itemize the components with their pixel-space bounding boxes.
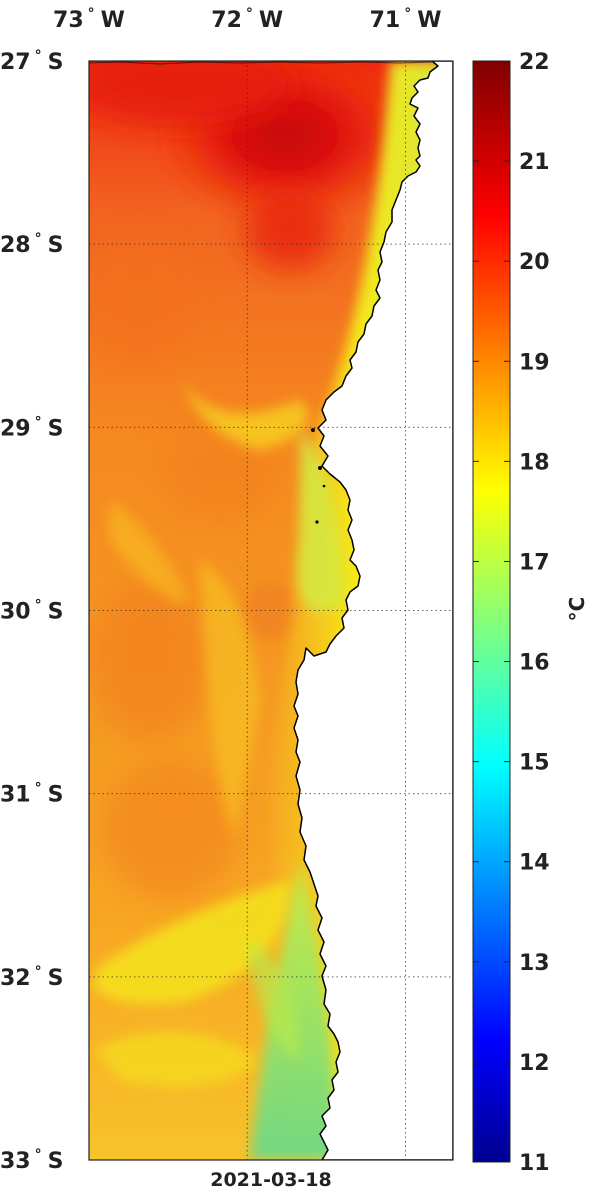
colorbar-ticks: 22 21 20 19 18 17 16 15 14 13 12 11 xyxy=(473,50,550,1176)
island-marker xyxy=(322,484,326,488)
colorbar-unit-label: °C xyxy=(565,597,589,622)
latitude-label: 31 ° S xyxy=(0,781,63,808)
colorbar-scale xyxy=(472,60,511,1163)
colorbar-tick-label: 13 xyxy=(519,951,550,976)
latitude-label: 30 ° S xyxy=(0,598,63,625)
map-panel xyxy=(88,60,454,1161)
colorbar-tick-label: 20 xyxy=(519,250,550,275)
colorbar: 22 21 20 19 18 17 16 15 14 13 12 11 °C xyxy=(472,50,589,1176)
longitude-axis-labels: 73 ° W 72 ° W 71 ° W xyxy=(53,6,441,33)
latitude-label: 28 ° S xyxy=(0,231,63,258)
colorbar-tick-label: 18 xyxy=(519,450,550,475)
colorbar-tick-label: 21 xyxy=(519,150,550,175)
colorbar-tick-label: 16 xyxy=(519,651,550,676)
latitude-label: 27 ° S xyxy=(0,48,63,75)
longitude-label: 72 ° W xyxy=(211,6,283,33)
latitude-label: 32 ° S xyxy=(0,964,63,991)
colorbar-tick-label: 11 xyxy=(519,1151,550,1176)
graticule xyxy=(89,61,453,1160)
latitude-label: 33 ° S xyxy=(0,1147,63,1174)
latitude-axis-labels: 27 ° S 28 ° S 29 ° S 30 ° S 31 ° S 32 ° S 33 ° S xyxy=(0,48,63,1174)
colorbar-tick-label: 22 xyxy=(519,50,550,75)
colorbar-tick-label: 15 xyxy=(519,751,550,776)
island-marker xyxy=(311,428,315,432)
map-frame xyxy=(88,60,454,1161)
latitude-label: 29 ° S xyxy=(0,414,63,441)
map-date-label: 2021-03-18 xyxy=(210,1169,332,1188)
longitude-label: 73 ° W xyxy=(53,6,125,33)
colorbar-tick-label: 12 xyxy=(519,1051,550,1076)
longitude-label: 71 ° W xyxy=(370,6,442,33)
colorbar-tick-label: 14 xyxy=(519,851,550,876)
island-marker xyxy=(315,520,319,524)
colorbar-tick-label: 17 xyxy=(519,550,550,575)
colorbar-tick-label: 19 xyxy=(519,350,550,375)
island-marker xyxy=(318,466,322,470)
